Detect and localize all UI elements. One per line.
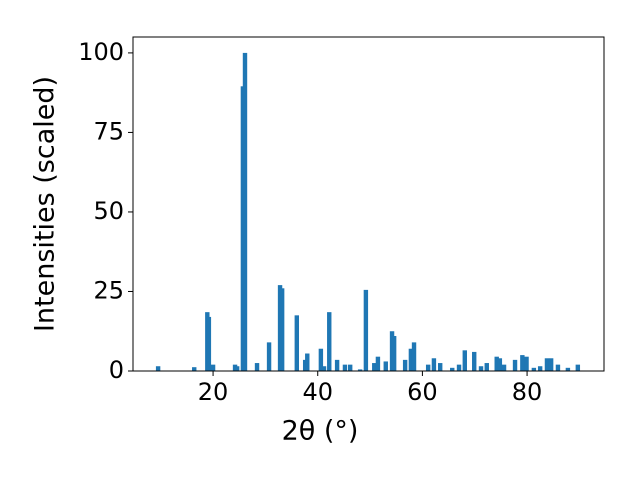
bar <box>305 353 310 371</box>
bar <box>383 361 388 371</box>
bar <box>363 289 369 371</box>
bar <box>472 351 477 371</box>
bar <box>512 359 518 371</box>
bar <box>192 367 197 371</box>
x-tick-label: 40 <box>302 378 333 406</box>
x-tick-label: 60 <box>407 378 438 406</box>
bar <box>501 364 507 371</box>
bar <box>318 348 324 371</box>
y-tick-label: 75 <box>93 117 124 145</box>
bar <box>531 367 537 371</box>
bar <box>279 288 285 371</box>
bar <box>327 312 332 371</box>
y-tick-label: 50 <box>93 197 124 225</box>
y-axis-label: Intensities (scaled) <box>30 76 61 332</box>
bar <box>450 367 455 371</box>
bar <box>342 364 348 371</box>
bar <box>357 369 363 371</box>
bar <box>210 364 216 371</box>
bar <box>334 359 340 371</box>
bar <box>155 366 161 371</box>
y-tick-label: 100 <box>78 38 124 66</box>
x-tick-label: 20 <box>198 378 229 406</box>
bar <box>411 342 417 371</box>
bar <box>242 52 248 372</box>
bar <box>524 356 529 371</box>
axes-frame <box>132 36 605 372</box>
bar <box>266 342 272 371</box>
bar <box>294 315 300 371</box>
y-tick-label: 25 <box>93 276 124 304</box>
bar <box>494 356 499 371</box>
bar <box>544 358 550 371</box>
bar <box>548 358 554 371</box>
bar <box>575 364 581 371</box>
bar <box>462 350 467 371</box>
bar <box>391 336 397 371</box>
bar <box>347 364 353 371</box>
bar <box>555 364 561 371</box>
bar <box>456 364 462 371</box>
bar <box>431 358 437 371</box>
bar <box>565 367 571 371</box>
bar <box>375 356 381 371</box>
bar <box>537 366 543 371</box>
bar <box>497 358 503 371</box>
x-axis-label: 2θ (°) <box>282 416 359 447</box>
bar <box>402 359 408 371</box>
bar <box>437 363 443 371</box>
x-tick-label: 80 <box>512 378 543 406</box>
bar <box>206 316 212 371</box>
bar <box>254 363 260 371</box>
y-tick-label: 0 <box>109 356 124 384</box>
bar <box>425 364 431 371</box>
bar <box>321 366 327 371</box>
bar <box>478 366 484 371</box>
bar <box>520 355 525 371</box>
bar <box>484 363 489 371</box>
bar <box>234 366 240 371</box>
bar <box>408 348 414 371</box>
bar <box>372 363 377 371</box>
